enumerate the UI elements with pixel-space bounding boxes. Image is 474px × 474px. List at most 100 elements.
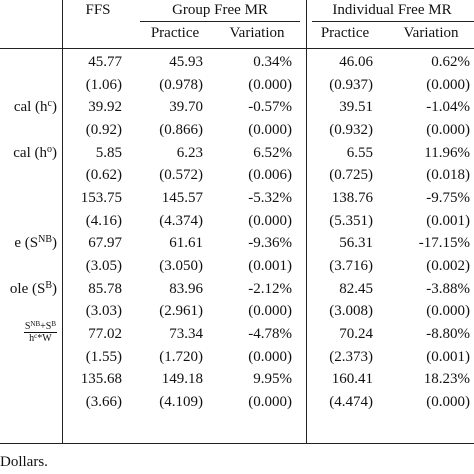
cell: 6.23: [176, 144, 203, 161]
cell: (1.720): [159, 348, 203, 365]
cell: (3.66): [85, 394, 122, 411]
cell: (2.961): [159, 303, 203, 320]
rule: [306, 0, 307, 443]
rule: [62, 0, 63, 443]
cell: (4.109): [159, 394, 203, 411]
cell: 135.68: [80, 371, 122, 388]
rule: [0, 48, 474, 49]
cell: (0.001): [248, 258, 292, 275]
cell: 6.52%: [253, 144, 292, 161]
denominator: hc*W: [29, 332, 52, 345]
cell: (0.001): [426, 348, 470, 365]
cell: 46.06: [339, 54, 373, 70]
row-label: cal (ho): [13, 144, 57, 162]
cell: 83.96: [169, 280, 203, 297]
cell: (0.000): [426, 394, 470, 411]
rule: [140, 21, 300, 22]
cell: (5.351): [329, 212, 373, 229]
cell: 45.93: [169, 54, 203, 70]
cell: (0.001): [426, 212, 470, 229]
cell: -2.12%: [248, 280, 292, 297]
column-group-header: FFS: [85, 2, 111, 18]
cell: (0.932): [329, 122, 373, 138]
cell: 18.23%: [423, 371, 470, 388]
cell: (0.000): [426, 303, 470, 320]
cell: (3.03): [85, 303, 122, 320]
label-part: c: [34, 332, 38, 341]
cell: (0.000): [248, 348, 292, 365]
cell: 39.70: [169, 99, 203, 116]
cell: (0.000): [248, 394, 292, 411]
cell: 6.55: [346, 144, 373, 161]
cell: (0.92): [85, 122, 122, 138]
cell: (3.716): [329, 258, 373, 275]
cell: -5.32%: [248, 190, 292, 207]
column-group-header: Individual Free MR: [332, 2, 452, 18]
cell: 85.78: [88, 280, 122, 297]
cell: 5.85: [95, 144, 122, 161]
numerator: SNB+SB: [23, 320, 57, 334]
label-part: B: [51, 320, 56, 329]
cell: (1.06): [85, 76, 122, 93]
cell: 77.02: [88, 326, 122, 343]
cell: (0.978): [159, 76, 203, 93]
row-label: e (SNB): [14, 234, 57, 252]
column-header: Practice: [150, 25, 200, 41]
cell: 61.61: [169, 235, 203, 252]
cell: (0.62): [85, 167, 122, 184]
label-part: o: [47, 143, 52, 155]
cell: (0.000): [426, 76, 470, 93]
cell: 82.45: [339, 280, 373, 297]
cell: (0.866): [159, 122, 203, 138]
cell: (0.572): [159, 167, 203, 184]
cell: 45.77: [88, 54, 122, 70]
cell: (0.018): [426, 167, 470, 184]
label-part: cal (h: [13, 99, 48, 116]
row-label: cal (hc): [14, 98, 57, 116]
cell: (2.373): [329, 348, 373, 365]
cell: (0.725): [329, 167, 373, 184]
cell: 0.34%: [253, 54, 292, 70]
cell: 73.34: [169, 326, 203, 343]
cell: 39.51: [339, 99, 373, 116]
column-header: Variation: [403, 25, 459, 41]
cell: (0.937): [329, 76, 373, 93]
label-part: NB: [30, 320, 41, 329]
cell: (0.000): [248, 303, 292, 320]
fraction: SNB+SB hc*W: [23, 320, 57, 345]
cell: 9.95%: [253, 371, 292, 388]
rule: [0, 443, 474, 444]
cell: -8.80%: [426, 326, 470, 343]
cell: -1.04%: [426, 99, 470, 116]
cell: 70.24: [339, 326, 373, 343]
label-part: B: [45, 279, 52, 291]
label-part: h: [29, 333, 35, 345]
cell: (4.374): [159, 212, 203, 229]
cell: 56.31: [339, 235, 373, 252]
cell: (0.000): [248, 212, 292, 229]
cell: -3.88%: [426, 280, 470, 297]
column-group-header: Group Free MR: [172, 2, 268, 18]
cell: 39.92: [88, 99, 122, 116]
column-header: Practice: [320, 25, 370, 41]
cell: 149.18: [161, 371, 203, 388]
cell: (0.000): [248, 76, 292, 93]
label-part: ): [52, 235, 57, 252]
cell: -4.78%: [248, 326, 292, 343]
cell: 67.97: [88, 235, 122, 252]
cell: 11.96%: [424, 144, 470, 161]
cell: 153.75: [80, 190, 122, 207]
label-part: ole (S: [9, 280, 46, 297]
footnote: Dollars.: [0, 454, 48, 470]
row-label: ole (SB): [10, 280, 57, 298]
cell: 145.57: [161, 190, 203, 207]
cell: (0.002): [426, 258, 470, 275]
label-part: c: [47, 98, 52, 110]
label-part: S: [24, 321, 31, 333]
cell: 138.76: [331, 190, 373, 207]
label-part: NB: [38, 234, 52, 246]
label-part: ): [52, 144, 57, 161]
cell: 160.41: [331, 371, 373, 388]
label-part: ): [52, 99, 57, 116]
